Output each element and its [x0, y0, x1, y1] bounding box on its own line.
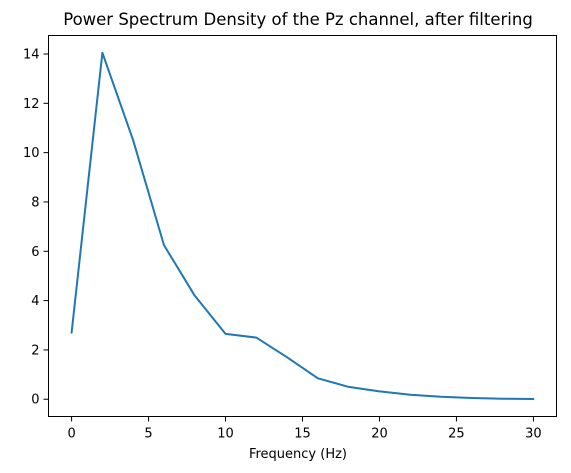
y-axis: 0 2 4 6 8 10 12 14	[23, 47, 49, 408]
x-axis: 0 5 10 15 20 25 30	[67, 416, 542, 442]
x-tick-label: 10	[217, 427, 234, 442]
y-tick-label: 4	[31, 294, 39, 309]
y-tick-label: 14	[23, 47, 40, 62]
x-tick-label: 0	[67, 427, 75, 442]
y-tick-label: 12	[23, 97, 40, 112]
y-tick-label: 8	[31, 195, 39, 210]
x-tick-label: 15	[294, 427, 311, 442]
y-tick-label: 6	[31, 245, 39, 260]
x-tick-label: 30	[525, 427, 542, 442]
x-tick-label: 25	[448, 427, 465, 442]
y-tick-label: 0	[31, 393, 39, 408]
x-tick-label: 20	[371, 427, 388, 442]
x-axis-label: Frequency (Hz)	[249, 447, 347, 462]
x-tick-label: 5	[144, 427, 152, 442]
series-layer	[70, 51, 535, 400]
psd-series-line	[70, 51, 535, 400]
y-tick-label: 10	[23, 146, 40, 161]
plot-area-frame	[48, 35, 557, 417]
chart-title: Power Spectrum Density of the Pz channel…	[63, 10, 533, 29]
y-tick-label: 2	[31, 343, 39, 358]
